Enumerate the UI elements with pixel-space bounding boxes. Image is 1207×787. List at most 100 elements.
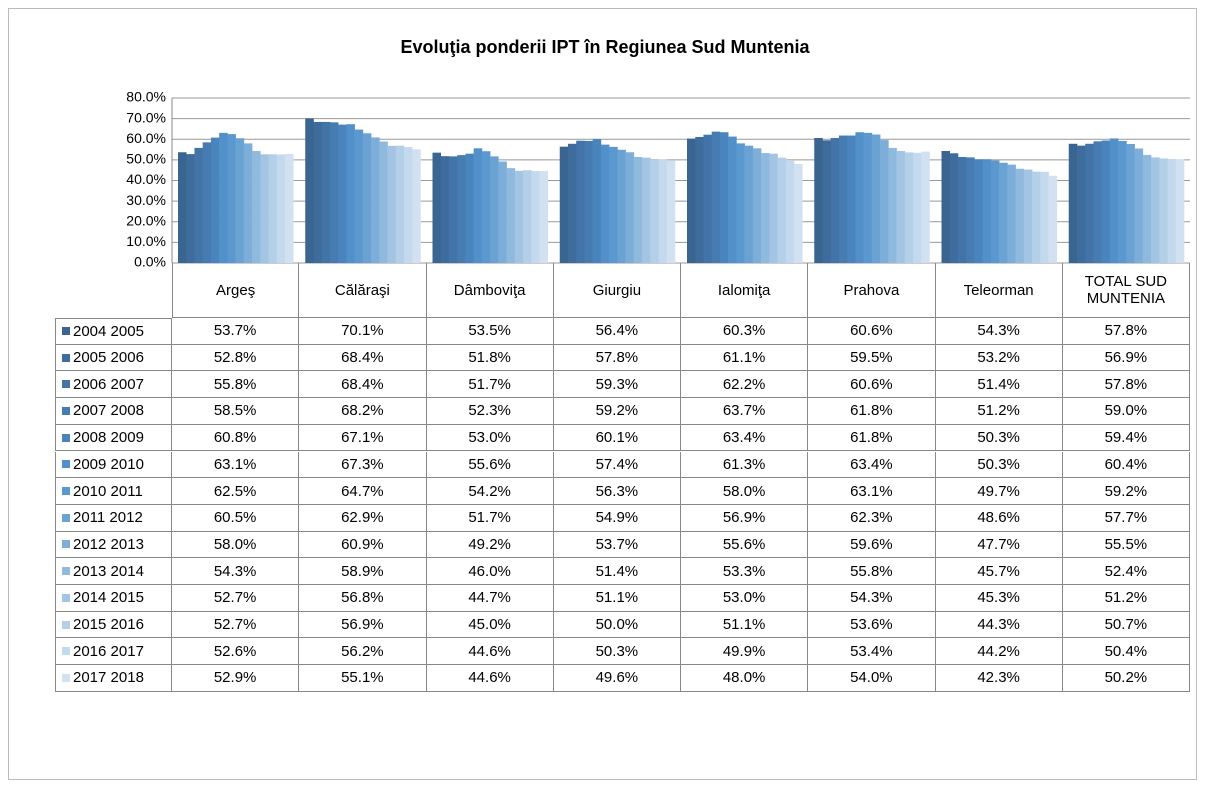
data-label: 52.7%	[172, 585, 300, 612]
data-label: 60.4%	[1062, 451, 1190, 479]
bar	[202, 142, 212, 263]
bar	[1159, 158, 1168, 263]
bar	[703, 134, 712, 263]
data-label: 57.7%	[1062, 504, 1190, 532]
category-header: Giurgiu	[553, 263, 681, 318]
data-label: 55.8%	[172, 371, 300, 399]
data-label: 58.0%	[172, 531, 300, 559]
bar	[687, 138, 696, 263]
bar	[457, 155, 466, 263]
legend-label: 2005 2006	[73, 349, 144, 367]
data-label: 54.3%	[935, 318, 1063, 345]
data-label: 46.0%	[426, 558, 554, 585]
data-label: 50.4%	[1062, 638, 1190, 666]
data-label: 54.2%	[426, 478, 554, 505]
bar	[559, 146, 569, 263]
legend-label: 2015 2016	[73, 616, 144, 634]
y-tick-label: 10.0%	[126, 233, 166, 249]
data-label: 53.2%	[935, 344, 1063, 372]
data-label: 60.1%	[553, 424, 681, 452]
legend-key	[62, 433, 70, 442]
bar	[777, 157, 787, 263]
bar	[194, 147, 203, 263]
legend-key	[62, 567, 70, 576]
data-label: 59.2%	[1062, 478, 1190, 505]
data-label: 60.6%	[808, 318, 936, 345]
legend-key	[62, 513, 70, 522]
bar	[354, 129, 364, 263]
data-label: 44.2%	[935, 638, 1063, 666]
bar	[1134, 148, 1144, 263]
legend-cell: 2016 2017	[55, 638, 172, 666]
bar	[855, 132, 864, 263]
bar	[576, 140, 585, 263]
data-label: 54.0%	[808, 665, 936, 692]
bar	[498, 161, 507, 263]
bar	[658, 159, 668, 263]
legend-label: 2017 2018	[73, 669, 144, 687]
data-label: 49.9%	[681, 638, 809, 666]
bar	[490, 156, 499, 263]
bar	[219, 132, 228, 263]
legend-label: 2008 2009	[73, 429, 144, 447]
data-label: 59.0%	[1062, 398, 1190, 425]
category-header: Ialomiţa	[681, 263, 809, 318]
legend-label: 2004 2005	[73, 322, 144, 340]
bar	[822, 140, 832, 263]
legend-label: 2016 2017	[73, 642, 144, 660]
bar	[1023, 169, 1033, 263]
y-tick-label: 50.0%	[126, 151, 166, 167]
y-tick-label: 20.0%	[126, 212, 166, 228]
data-label: 52.6%	[172, 638, 300, 666]
bar	[346, 124, 355, 263]
bar	[243, 143, 253, 263]
bar	[531, 171, 540, 263]
data-label: 50.0%	[553, 611, 681, 639]
bar	[1101, 140, 1111, 263]
bar	[728, 136, 737, 263]
bar	[871, 134, 881, 263]
data-label: 56.9%	[681, 504, 809, 532]
bar	[1126, 143, 1135, 263]
data-label: 68.2%	[299, 398, 427, 425]
legend-cell: 2012 2013	[55, 531, 172, 559]
data-label: 59.4%	[1062, 424, 1190, 452]
bar	[395, 145, 405, 263]
bar	[769, 153, 778, 263]
bar	[412, 149, 421, 263]
bar	[448, 156, 458, 263]
data-label: 54.9%	[553, 504, 681, 532]
category-header: Dâmboviţa	[426, 263, 554, 318]
data-label: 55.1%	[299, 665, 427, 692]
y-tick-label: 40.0%	[126, 171, 166, 187]
data-label: 55.5%	[1062, 531, 1190, 559]
data-label: 62.5%	[172, 478, 300, 505]
legend-label: 2007 2008	[73, 402, 144, 420]
legend-key	[62, 406, 70, 415]
bar	[1093, 141, 1102, 263]
category-header: Călăraşi	[299, 263, 427, 318]
bar	[276, 154, 286, 263]
category-header: Teleorman	[935, 263, 1063, 318]
data-label: 54.3%	[808, 585, 936, 612]
bar	[210, 137, 220, 263]
data-label: 68.4%	[299, 371, 427, 399]
legend-key	[62, 353, 70, 362]
bar	[830, 138, 840, 263]
data-label: 51.4%	[553, 558, 681, 585]
bar	[625, 152, 635, 263]
bar	[1048, 175, 1058, 263]
data-label: 49.2%	[426, 531, 554, 559]
bar	[666, 160, 676, 263]
legend-cell: 2008 2009	[55, 424, 172, 452]
bar	[913, 152, 922, 263]
bar	[313, 121, 323, 263]
bar	[736, 143, 745, 263]
data-label: 45.0%	[426, 611, 554, 639]
legend-cell: 2006 2007	[55, 371, 172, 399]
bar	[1109, 138, 1119, 263]
data-label: 48.0%	[681, 665, 809, 692]
data-label: 53.5%	[426, 318, 554, 345]
data-label: 51.2%	[1062, 585, 1190, 612]
